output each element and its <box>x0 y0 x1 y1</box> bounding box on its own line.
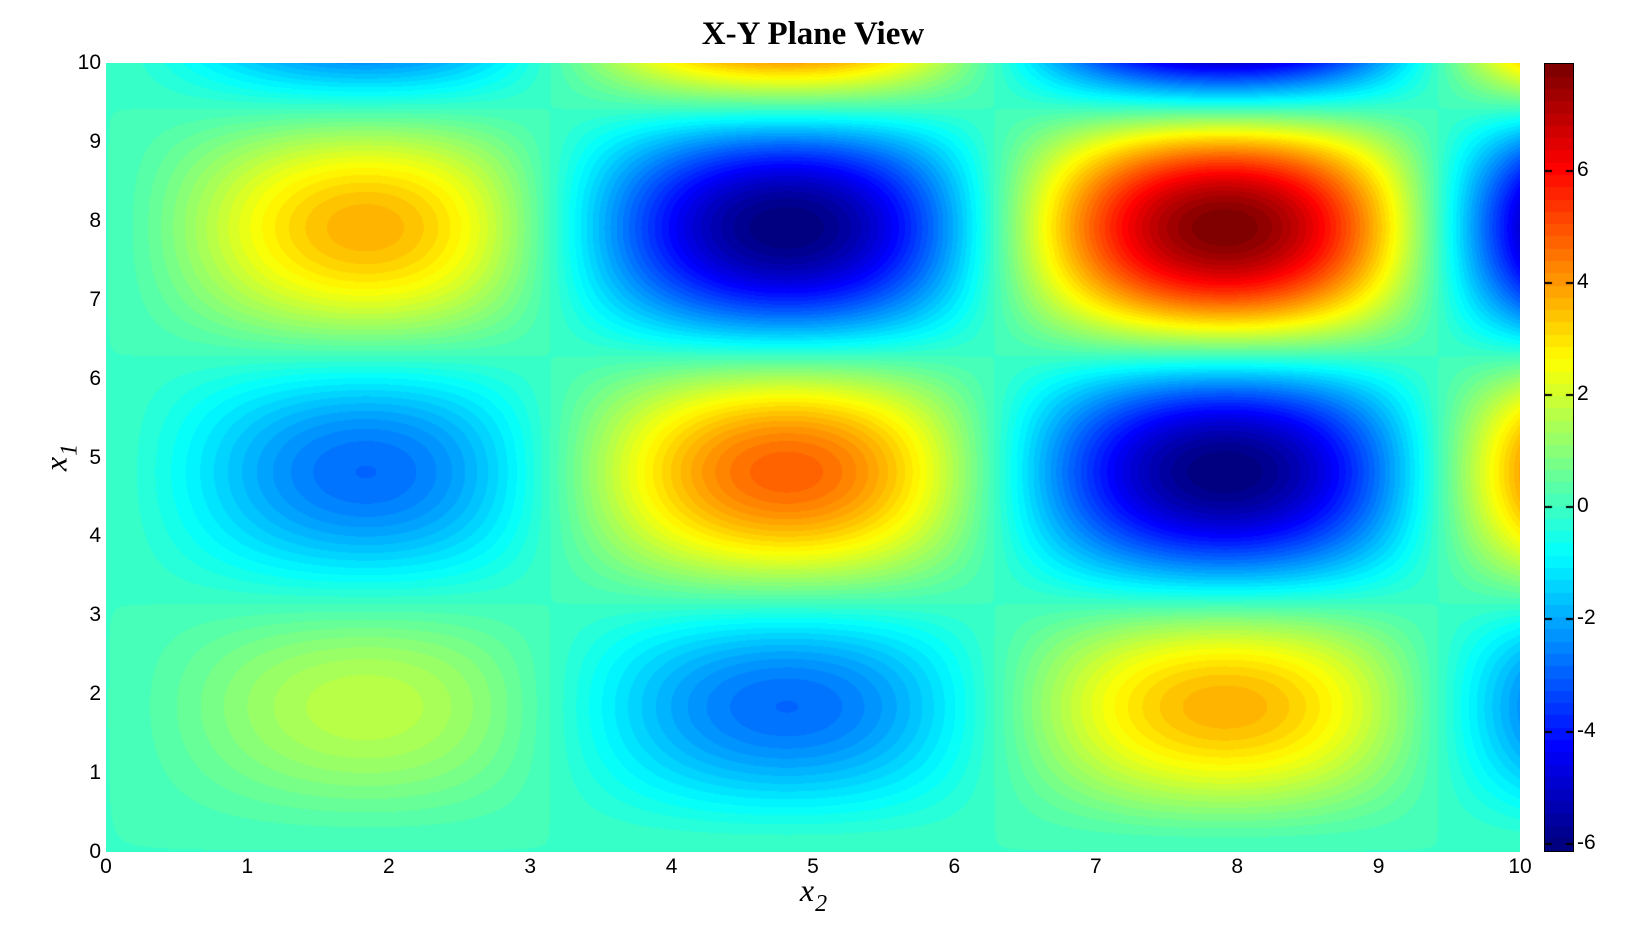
x-axis-tick-label: 0 <box>100 855 112 878</box>
x-axis-tick-label: 1 <box>241 855 254 878</box>
colorbar-tick-label: 0 <box>1577 494 1589 518</box>
x-axis-tick-label: 4 <box>665 855 678 878</box>
plot-title: X-Y Plane View <box>701 16 925 52</box>
colorbar <box>1544 63 1574 852</box>
y-axis-tick-label: 10 <box>77 51 101 74</box>
y-axis-tick-label: 9 <box>89 129 101 153</box>
x-axis-tick-label: 3 <box>524 855 537 878</box>
x-axis-tick-label: 9 <box>1372 855 1385 878</box>
y-axis-tick-label: 5 <box>89 445 101 469</box>
colorbar-tick-label: -4 <box>1577 718 1596 742</box>
y-axis-tick-label: 0 <box>89 840 101 863</box>
y-axis-tick-label: 3 <box>89 603 101 627</box>
x-axis-label: x2 <box>799 872 827 917</box>
x-axis-tick-label: 2 <box>382 855 395 878</box>
y-axis-label-base: x <box>37 456 74 472</box>
colorbar-tick-label: 4 <box>1577 269 1589 293</box>
x-axis-tick-label: 6 <box>948 855 961 878</box>
y-axis-tick-label: 2 <box>89 682 101 706</box>
colorbar-tick-label: 2 <box>1577 382 1589 406</box>
colorbar-gradient <box>1545 64 1573 851</box>
x-axis-tick-label: 5 <box>807 855 819 878</box>
heatmap-canvas <box>106 63 1520 852</box>
y-axis-tick-label: 7 <box>89 287 101 311</box>
colorbar-tick-label: -2 <box>1577 606 1596 630</box>
colorbar-tick-label: -6 <box>1577 830 1596 854</box>
x-axis-label-subscript: 2 <box>815 891 828 917</box>
colorbar-tick-label: 6 <box>1577 157 1589 181</box>
y-axis-label: x1 <box>37 444 83 472</box>
y-axis-tick-label: 1 <box>89 761 101 785</box>
x-axis-tick-label: 7 <box>1089 855 1102 878</box>
y-axis-tick-label: 6 <box>89 366 101 390</box>
y-axis-tick-label: 4 <box>89 524 101 548</box>
x-axis-label-base: x <box>799 872 815 908</box>
x-axis-tick-label: 10 <box>1508 855 1532 878</box>
x-axis-tick-label: 8 <box>1231 855 1244 878</box>
y-axis-tick-label: 8 <box>89 208 101 232</box>
y-axis-label-subscript: 1 <box>56 443 83 456</box>
